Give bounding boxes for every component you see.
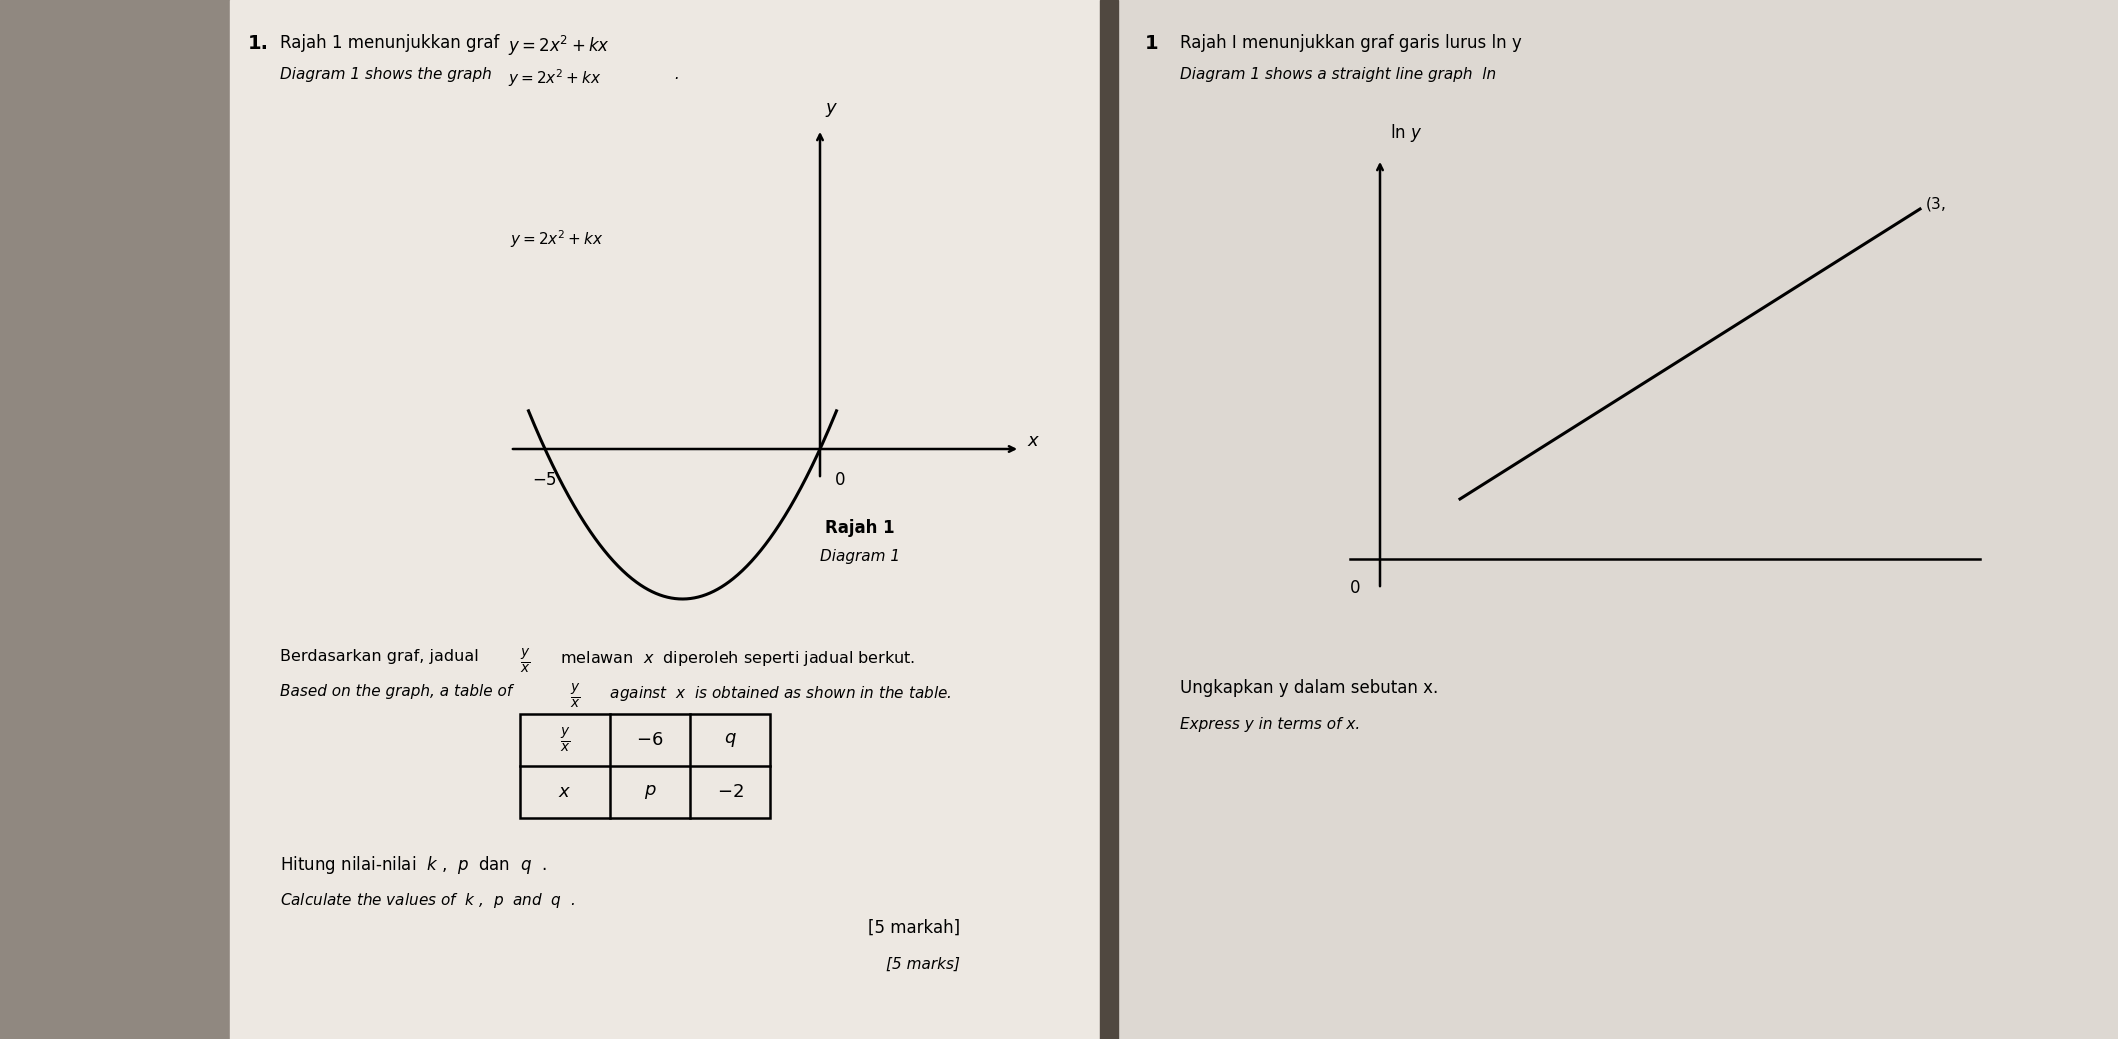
Bar	[1099, 0, 1118, 1039]
Text: $x$: $x$	[1027, 432, 1040, 450]
Text: [5 markah]: [5 markah]	[868, 920, 959, 937]
Text: $0$: $0$	[834, 471, 845, 489]
Bar	[0, 0, 231, 1039]
Text: Rajah I menunjukkan graf garis lurus ln y: Rajah I menunjukkan graf garis lurus ln …	[1180, 34, 1521, 52]
Text: Based on the graph, a table of: Based on the graph, a table of	[280, 684, 521, 699]
Bar	[521, 714, 771, 818]
Text: $\frac{y}{x}$: $\frac{y}{x}$	[521, 646, 532, 675]
Text: [5 marks]: [5 marks]	[885, 957, 959, 973]
Text: $y = 2x^2 + kx$: $y = 2x^2 + kx$	[508, 66, 602, 88]
Text: $x$: $x$	[559, 783, 572, 801]
Text: against  $x$  is obtained as shown in the table.: against $x$ is obtained as shown in the …	[599, 684, 951, 703]
Text: Berdasarkan graf, jadual: Berdasarkan graf, jadual	[280, 649, 489, 664]
Text: $\frac{y}{x}$: $\frac{y}{x}$	[570, 681, 580, 710]
Text: $-6$: $-6$	[635, 731, 663, 749]
Bar	[1118, 0, 2118, 1039]
Text: $p$: $p$	[644, 783, 657, 801]
Text: Rajah 1: Rajah 1	[826, 520, 894, 537]
Text: Diagram 1: Diagram 1	[820, 549, 900, 564]
Text: $-5$: $-5$	[532, 471, 557, 489]
Text: Hitung nilai-nilai  $k$ ,  $p$  dan  $q$  .: Hitung nilai-nilai $k$ , $p$ dan $q$ .	[280, 854, 546, 876]
Text: $(3,$: $(3,$	[1925, 195, 1946, 213]
Text: $y = 2x^2 + kx$: $y = 2x^2 + kx$	[508, 34, 610, 58]
Text: $q$: $q$	[724, 731, 737, 749]
Text: .: .	[669, 66, 680, 82]
Text: $0$: $0$	[1349, 579, 1360, 597]
Text: Diagram 1 shows the graph: Diagram 1 shows the graph	[280, 66, 502, 82]
Text: $y$: $y$	[826, 101, 839, 119]
Text: $\frac{y}{x}$: $\frac{y}{x}$	[559, 725, 570, 754]
Text: $y = 2x^2 + kx$: $y = 2x^2 + kx$	[510, 229, 604, 249]
Text: Calculate the values of  $k$ ,  $p$  and  $q$  .: Calculate the values of $k$ , $p$ and $q…	[280, 891, 574, 910]
Text: melawan  $x$  diperoleh seperti jadual berkut.: melawan $x$ diperoleh seperti jadual ber…	[551, 649, 915, 668]
Bar	[231, 0, 1099, 1039]
Text: $-2$: $-2$	[716, 783, 743, 801]
Text: 1: 1	[1146, 34, 1159, 53]
Text: Diagram 1 shows a straight line graph  ln: Diagram 1 shows a straight line graph ln	[1180, 66, 1495, 82]
Text: 1.: 1.	[248, 34, 269, 53]
Text: Rajah 1 menunjukkan graf: Rajah 1 menunjukkan graf	[280, 34, 510, 52]
Text: ln $y$: ln $y$	[1389, 122, 1423, 144]
Text: Express y in terms of x.: Express y in terms of x.	[1180, 717, 1360, 732]
Text: Ungkapkan y dalam sebutan x.: Ungkapkan y dalam sebutan x.	[1180, 680, 1438, 697]
